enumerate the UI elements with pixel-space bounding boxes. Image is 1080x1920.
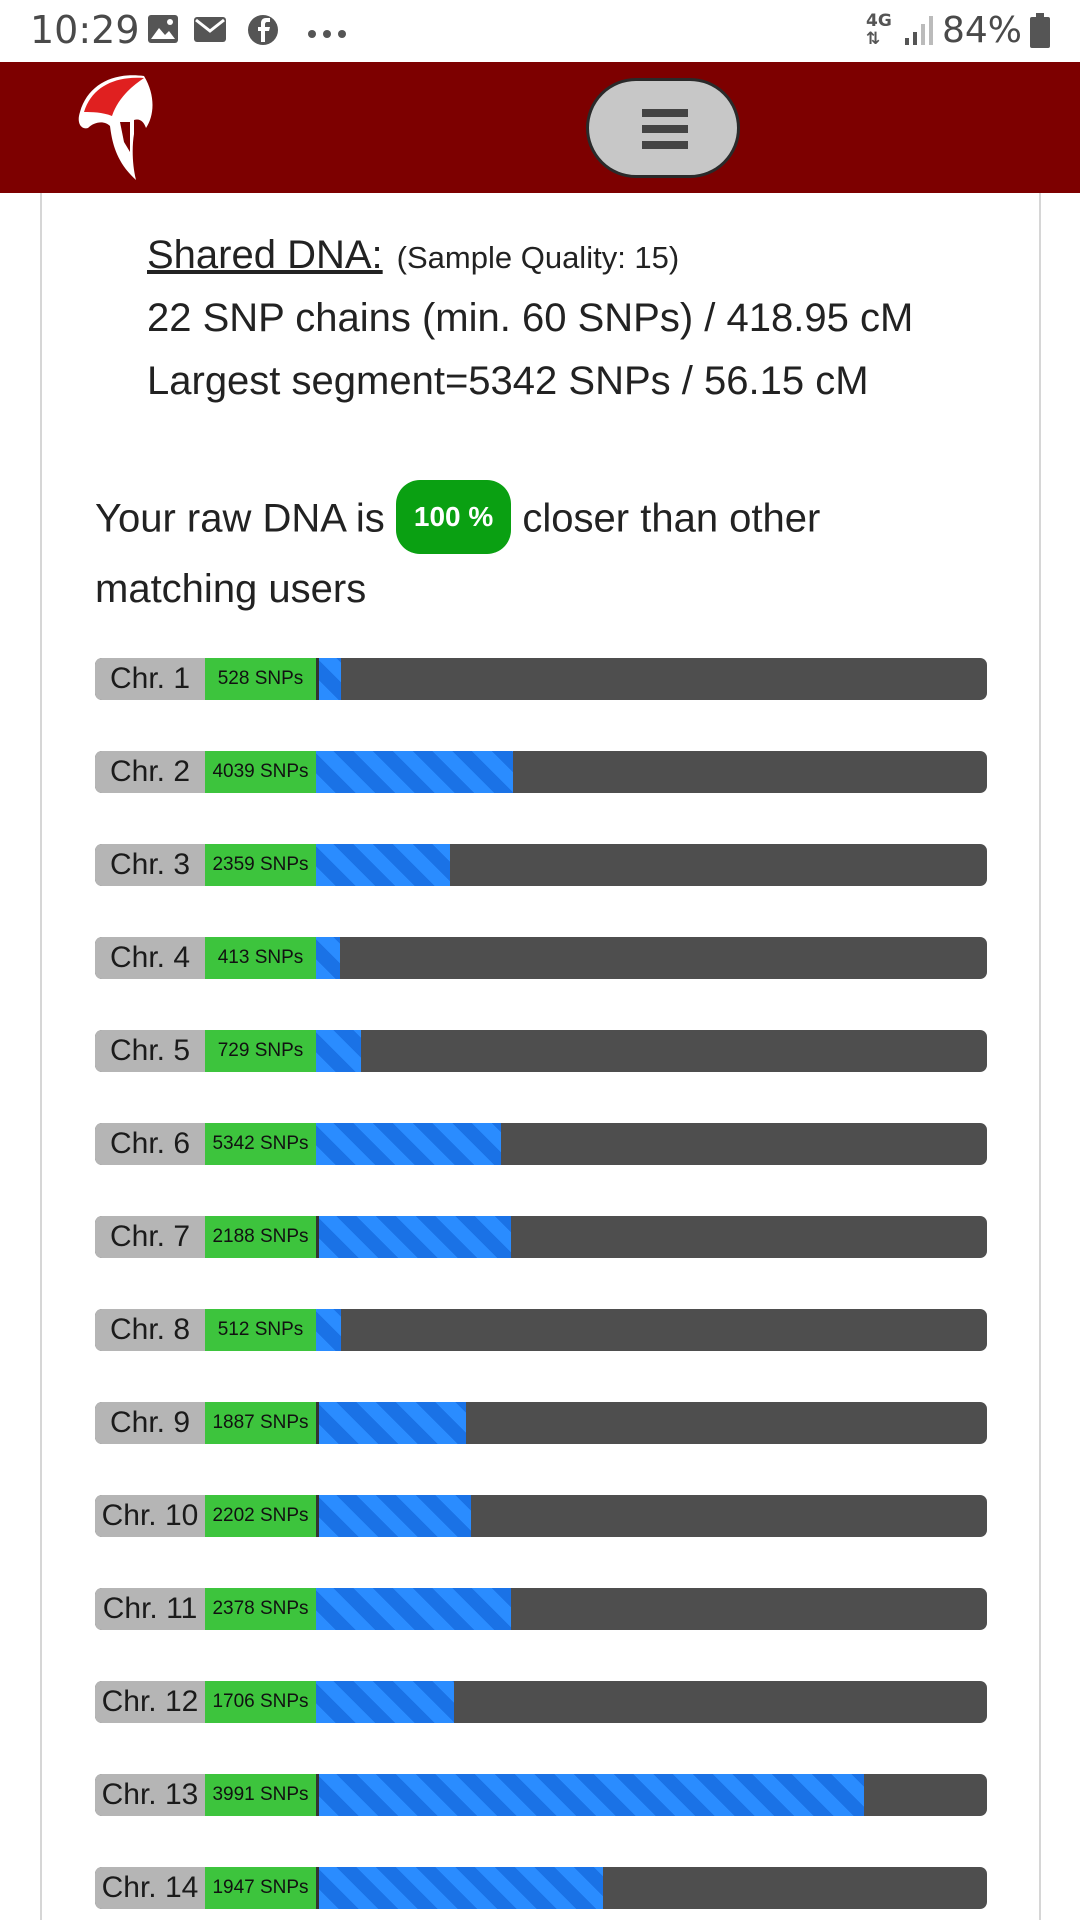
snp-count: 413 SNPs <box>205 937 316 979</box>
chromosome-label: Chr. 11 <box>95 1588 205 1630</box>
chromosome-row[interactable]: Chr. 2 4039 SNPs <box>95 751 987 793</box>
shared-segment-bar <box>316 1867 603 1909</box>
site-header <box>0 62 1080 193</box>
chromosome-label: Chr. 8 <box>95 1309 205 1351</box>
chromosome-track: Chr. 8 512 SNPs <box>95 1309 987 1351</box>
chromosome-label: Chr. 3 <box>95 844 205 886</box>
snp-count: 2188 SNPs <box>205 1216 316 1258</box>
chromosome-row[interactable]: Chr. 4 413 SNPs <box>95 937 987 979</box>
chromosome-label: Chr. 9 <box>95 1402 205 1444</box>
status-time: 10:29 <box>30 8 140 52</box>
mail-icon <box>193 14 229 48</box>
chromosome-label: Chr. 4 <box>95 937 205 979</box>
shared-dna-heading: Shared DNA: (Sample Quality: 15) <box>147 233 679 278</box>
snp-count: 2202 SNPs <box>205 1495 316 1537</box>
shared-segment-bar <box>316 1495 471 1537</box>
chromosome-label: Chr. 10 <box>95 1495 205 1537</box>
chromosome-row[interactable]: Chr. 5 729 SNPs <box>95 1030 987 1072</box>
snp-count: 5342 SNPs <box>205 1123 316 1165</box>
shared-segment-bar <box>316 751 513 793</box>
signal-icon <box>904 14 934 50</box>
shared-segment-bar <box>316 1402 466 1444</box>
closeness-badge: 100 % <box>395 480 512 554</box>
chromosome-label: Chr. 5 <box>95 1030 205 1072</box>
shared-segment-bar <box>316 844 450 886</box>
snp-count: 2359 SNPs <box>205 844 316 886</box>
chromosome-label: Chr. 2 <box>95 751 205 793</box>
chromosome-track: Chr. 13 3991 SNPs <box>95 1774 987 1816</box>
chromosome-track: Chr. 6 5342 SNPs <box>95 1123 987 1165</box>
snp-count: 1706 SNPs <box>205 1681 316 1723</box>
snp-count: 2378 SNPs <box>205 1588 316 1630</box>
shared-dna-title: Shared DNA: <box>147 233 383 277</box>
chromosome-row[interactable]: Chr. 9 1887 SNPs <box>95 1402 987 1444</box>
chromosome-row[interactable]: Chr. 10 2202 SNPs <box>95 1495 987 1537</box>
snp-count: 1887 SNPs <box>205 1402 316 1444</box>
chromosome-row[interactable]: Chr. 13 3991 SNPs <box>95 1774 987 1816</box>
sample-quality: (Sample Quality: 15) <box>396 240 680 275</box>
chromosome-row[interactable]: Chr. 12 1706 SNPs <box>95 1681 987 1723</box>
content-card <box>40 193 1041 1920</box>
chromosome-row[interactable]: Chr. 8 512 SNPs <box>95 1309 987 1351</box>
snp-count: 729 SNPs <box>205 1030 316 1072</box>
chromosome-label: Chr. 1 <box>95 658 205 700</box>
chromosome-track: Chr. 3 2359 SNPs <box>95 844 987 886</box>
chromosome-row[interactable]: Chr. 14 1947 SNPs <box>95 1867 987 1909</box>
chromosome-track: Chr. 12 1706 SNPs <box>95 1681 987 1723</box>
chromosome-row[interactable]: Chr. 3 2359 SNPs <box>95 844 987 886</box>
chromosome-label: Chr. 14 <box>95 1867 205 1909</box>
chromosome-row[interactable]: Chr. 1 528 SNPs <box>95 658 987 700</box>
more-notifications-icon <box>307 24 347 43</box>
chromosome-label: Chr. 7 <box>95 1216 205 1258</box>
snp-count: 4039 SNPs <box>205 751 316 793</box>
chromosome-label: Chr. 12 <box>95 1681 205 1723</box>
spartan-helmet-icon[interactable] <box>74 72 166 182</box>
chromosome-label: Chr. 13 <box>95 1774 205 1816</box>
shared-segment-bar <box>316 658 341 700</box>
shared-segment-bar <box>316 1588 511 1630</box>
snp-count: 1947 SNPs <box>205 1867 316 1909</box>
largest-segment-summary: Largest segment=5342 SNPs / 56.15 cM <box>147 359 869 403</box>
image-icon <box>147 14 179 48</box>
closeness-suffix: closer than other matching users <box>95 496 821 611</box>
chromosome-track: Chr. 9 1887 SNPs <box>95 1402 987 1444</box>
shared-segment-bar <box>316 1681 454 1723</box>
snp-count: 512 SNPs <box>205 1309 316 1351</box>
chromosome-track: Chr. 5 729 SNPs <box>95 1030 987 1072</box>
chromosome-track: Chr. 1 528 SNPs <box>95 658 987 700</box>
shared-segment-bar <box>316 1030 361 1072</box>
chromosome-track: Chr. 2 4039 SNPs <box>95 751 987 793</box>
battery-icon <box>1030 13 1050 53</box>
chromosome-track: Chr. 7 2188 SNPs <box>95 1216 987 1258</box>
chromosome-row[interactable]: Chr. 7 2188 SNPs <box>95 1216 987 1258</box>
closeness-prefix: Your raw DNA is <box>95 496 385 541</box>
shared-segment-bar <box>316 1216 511 1258</box>
battery-percent: 84% <box>941 10 1022 51</box>
shared-segment-bar <box>316 1309 341 1351</box>
chromosome-row[interactable]: Chr. 11 2378 SNPs <box>95 1588 987 1630</box>
shared-segment-bar <box>316 1123 501 1165</box>
chromosome-track: Chr. 14 1947 SNPs <box>95 1867 987 1909</box>
chromosome-track: Chr. 11 2378 SNPs <box>95 1588 987 1630</box>
shared-segment-bar <box>316 937 340 979</box>
hamburger-menu-icon[interactable] <box>586 78 740 178</box>
snp-count: 3991 SNPs <box>205 1774 316 1816</box>
chromosome-track: Chr. 10 2202 SNPs <box>95 1495 987 1537</box>
shared-segment-bar <box>316 1774 864 1816</box>
snp-count: 528 SNPs <box>205 658 316 700</box>
chromosome-label: Chr. 6 <box>95 1123 205 1165</box>
closeness-statement: Your raw DNA is 100 % closer than other … <box>95 480 915 620</box>
snp-chains-summary: 22 SNP chains (min. 60 SNPs) / 418.95 cM <box>147 296 914 340</box>
status-bar: 10:29 4G ⇅ 84% <box>0 0 1080 62</box>
chromosome-row[interactable]: Chr. 6 5342 SNPs <box>95 1123 987 1165</box>
network-4g-icon: 4G ⇅ <box>866 11 892 49</box>
chromosome-track: Chr. 4 413 SNPs <box>95 937 987 979</box>
facebook-icon <box>247 14 279 50</box>
network-type: 4G <box>866 11 892 31</box>
